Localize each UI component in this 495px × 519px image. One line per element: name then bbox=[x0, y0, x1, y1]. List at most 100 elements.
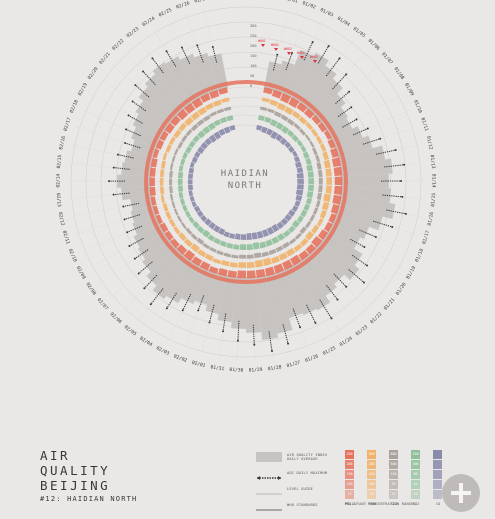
pm10-seg-01/24 bbox=[287, 250, 293, 254]
aqi-max-dot-02/23 bbox=[151, 57, 153, 59]
pm25-seg-01/05 bbox=[298, 105, 305, 110]
legend-item-who: WHO STANDARDS bbox=[256, 498, 336, 512]
pm10-seg-01/05 bbox=[293, 113, 299, 118]
so2-seg-01/02 bbox=[268, 110, 275, 112]
pm10-seg-02/01 bbox=[222, 262, 229, 264]
aqi-max-dot-02/08 bbox=[134, 258, 136, 260]
pm10-seg-02/18 bbox=[167, 145, 170, 152]
so2-seg-01/03 bbox=[275, 113, 281, 116]
so2-seg-01/31 bbox=[231, 256, 238, 257]
no2-seg-02/09 bbox=[187, 212, 190, 217]
no2-seg-01/19 bbox=[302, 211, 305, 216]
date-label-01/07: 01/07 bbox=[380, 51, 394, 66]
aqi-max-dot-01/03 bbox=[312, 41, 314, 43]
so2-seg-02/12 bbox=[171, 194, 172, 201]
pm10-seg-01/13 bbox=[328, 169, 329, 177]
no2-seg-01/20 bbox=[299, 217, 302, 222]
pm10-seg-01/17 bbox=[324, 202, 326, 209]
scale-cell: 50 bbox=[389, 480, 398, 489]
no2-seg-02/05 bbox=[204, 232, 209, 236]
pm25-seg-01/25 bbox=[284, 263, 292, 267]
co-seg-01/02 bbox=[262, 129, 267, 131]
date-label-01/13: 01/13 bbox=[429, 154, 436, 169]
title-line-2: QUALITY bbox=[40, 463, 137, 478]
co-seg-01/23 bbox=[278, 224, 282, 227]
no2-seg-01/02 bbox=[265, 119, 271, 121]
so2-seg-01/27 bbox=[262, 253, 269, 255]
co-seg-01/28 bbox=[252, 235, 257, 236]
pm25-seg-02/15 bbox=[152, 168, 153, 177]
pm25-seg-02/12 bbox=[153, 197, 155, 205]
co-seg-02/08 bbox=[199, 212, 202, 216]
so2-seg-01/11 bbox=[316, 155, 318, 162]
pm10-seg-01/08 bbox=[312, 130, 317, 136]
aqi-max-dot-02/12 bbox=[122, 205, 124, 207]
no2-seg-01/03 bbox=[271, 122, 276, 125]
who-alert-label-0: WHO1 bbox=[258, 39, 266, 43]
pm25-seg-01/13 bbox=[337, 167, 338, 175]
so2-seg-01/04 bbox=[282, 116, 288, 120]
pm10-seg-01/11 bbox=[324, 152, 326, 159]
pm25-seg-02/11 bbox=[155, 206, 158, 214]
so2-seg-01/05 bbox=[288, 120, 293, 124]
so2-seg-02/26 bbox=[217, 110, 224, 112]
zoom-button[interactable] bbox=[442, 474, 480, 512]
date-label-02/13: 02/13 bbox=[55, 193, 62, 208]
pm10-seg-02/13 bbox=[162, 187, 163, 195]
pm10-seg-02/15 bbox=[162, 169, 163, 177]
aqi-area bbox=[117, 50, 395, 340]
pm25-seg-01/23 bbox=[300, 253, 307, 258]
no2-seg-01/07 bbox=[293, 136, 297, 141]
so2-seg-02/04 bbox=[203, 244, 209, 248]
co-seg-01/01 bbox=[257, 127, 262, 128]
co-seg-01/13 bbox=[300, 173, 301, 178]
pm25-seg-02/24 bbox=[194, 101, 201, 105]
so2-seg-01/08 bbox=[306, 135, 310, 141]
pm10-seg-01/06 bbox=[300, 118, 306, 123]
date-label-01/24: 01/24 bbox=[339, 335, 354, 348]
scale-cell bbox=[433, 480, 442, 489]
scale-cell bbox=[433, 470, 442, 479]
pm10-seg-02/25 bbox=[206, 105, 213, 108]
date-label-01/05: 01/05 bbox=[352, 26, 367, 39]
co-seg-01/11 bbox=[298, 162, 300, 167]
no2-seg-01/25 bbox=[272, 239, 277, 242]
aqi-max-dot-01/27 bbox=[287, 343, 289, 345]
date-label-01/18: 01/18 bbox=[414, 248, 425, 263]
aqi-max-dot-02/15 bbox=[113, 167, 115, 169]
no2-seg-02/25 bbox=[215, 121, 220, 124]
legend-item-max: AQI DAILY MAXIMUM bbox=[256, 466, 336, 480]
pm25-seg-02/03 bbox=[201, 264, 209, 268]
no2-seg-02/10 bbox=[184, 205, 186, 211]
legend-item-level: LEVEL GUIDE bbox=[256, 482, 336, 496]
aqi-max-dot-02/27 bbox=[212, 46, 214, 48]
co-seg-01/16 bbox=[299, 190, 300, 195]
co-seg-01/27 bbox=[258, 234, 263, 235]
aqi-max-dot-02/06 bbox=[143, 287, 145, 289]
no2-seg-02/13 bbox=[180, 186, 181, 192]
pm10-seg-02/20 bbox=[175, 131, 179, 137]
pm10-seg-02/06 bbox=[186, 240, 192, 245]
scale-cell: 800 bbox=[389, 450, 398, 459]
date-label-02/25: 02/25 bbox=[158, 7, 173, 18]
co-seg-01/05 bbox=[277, 136, 281, 139]
who-alert-label-3: WHO4 bbox=[297, 51, 305, 55]
aqi-max-dot-02/03 bbox=[182, 309, 184, 311]
no2-seg-01/15 bbox=[311, 185, 312, 191]
scale-column-co bbox=[433, 450, 442, 500]
so2-seg-01/12 bbox=[318, 163, 319, 170]
date-label-01/16: 01/16 bbox=[427, 211, 436, 226]
date-label-02/05: 02/05 bbox=[123, 324, 138, 337]
co-seg-01/21 bbox=[287, 216, 290, 220]
so2-seg-02/16 bbox=[171, 163, 172, 170]
so2-seg-01/26 bbox=[269, 251, 275, 253]
co-seg-02/23 bbox=[211, 137, 215, 140]
no2-seg-01/26 bbox=[266, 242, 272, 244]
pm10-seg-02/23 bbox=[192, 114, 198, 119]
pm10-seg-01/20 bbox=[313, 226, 317, 232]
title-line-3: BEIJING bbox=[40, 478, 137, 493]
co-seg-01/18 bbox=[296, 201, 298, 206]
